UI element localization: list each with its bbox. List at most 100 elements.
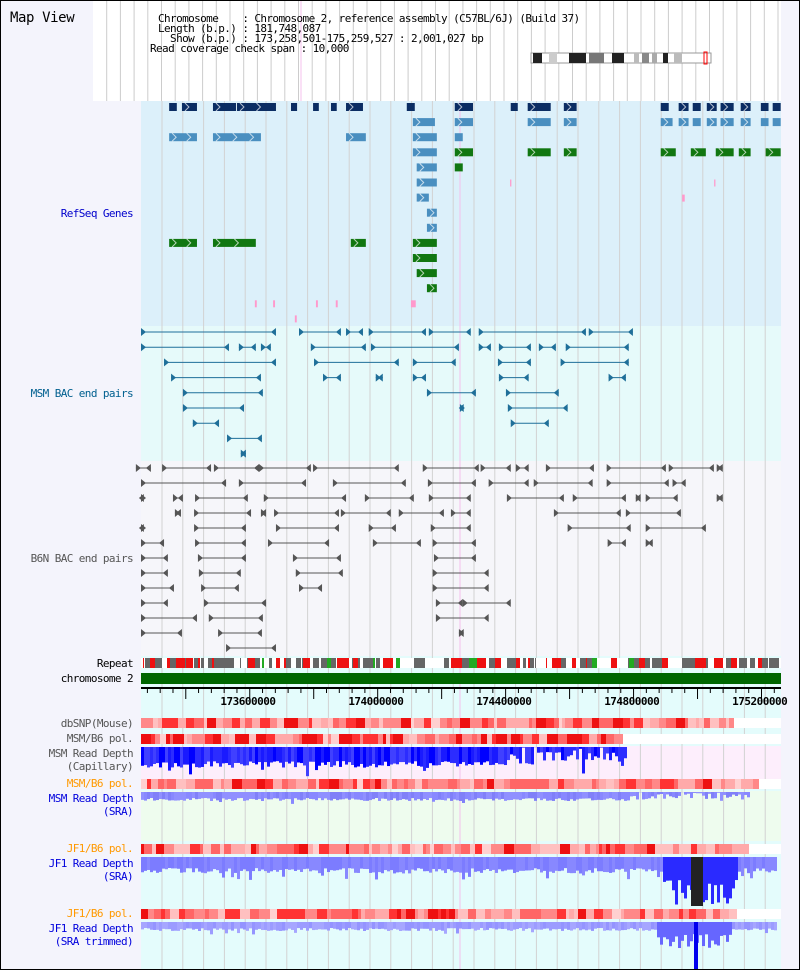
read-depth-bar: [384, 922, 387, 930]
repeat-element: [507, 658, 512, 668]
bac-end-arrow: [275, 524, 281, 532]
polymorphism-cell: [245, 844, 251, 854]
axis-label-clip: [781, 691, 799, 703]
repeat-element: [477, 658, 483, 668]
refseq-gene: [706, 118, 717, 127]
read-depth-bar: [486, 857, 489, 870]
polymorphism-cell: [172, 779, 176, 789]
read-depth-bar: [609, 747, 612, 761]
read-depth-bar: [612, 792, 615, 800]
b6n-bac-pair: [238, 479, 307, 487]
track-label-jf1-pol-trimmed[interactable]: JF1/B6 pol.: [66, 907, 134, 920]
track-label-msm-pol[interactable]: MSM/B6 pol.: [66, 732, 134, 745]
track-label-jf1-sra[interactable]: JF1 Read Depth (SRA): [49, 857, 134, 883]
read-depth-bar: [318, 857, 321, 874]
track-label-refseq[interactable]: RefSeq Genes: [60, 207, 134, 220]
read-depth-bar: [195, 922, 198, 929]
read-depth-bar: [651, 857, 654, 872]
refseq-gene: [313, 103, 319, 111]
polymorphism-cell: [425, 734, 435, 744]
repeat-element: [483, 658, 486, 668]
msm-sra-depth: [141, 792, 750, 804]
read-depth-bar: [681, 922, 684, 941]
read-depth-bar: [147, 747, 150, 768]
track-label-jf1-pol[interactable]: JF1/B6 pol.: [66, 842, 134, 855]
bac-end-arrow: [412, 373, 418, 382]
bac-end-arrow: [341, 494, 347, 502]
b6n-bac-pair: [138, 524, 146, 532]
refseq-gene: [678, 103, 689, 111]
refseq-gene: [346, 103, 363, 111]
read-depth-bar: [600, 792, 603, 801]
read-depth-bar: [279, 857, 282, 870]
gene-strand-arrow: [681, 102, 687, 112]
polymorphism-cell: [623, 718, 630, 728]
polymorphism-cell: [317, 734, 323, 744]
read-depth-bar: [273, 747, 276, 762]
read-depth-bar: [336, 747, 339, 762]
read-depth-bar: [687, 922, 690, 947]
gene-strand-arrow: [530, 147, 536, 157]
track-label-msm-capillary[interactable]: MSM Read Depth (Capillary): [49, 747, 134, 773]
polymorphism-cell: [504, 734, 507, 744]
track-label-jf1-trimmed[interactable]: JF1 Read Depth (SRA trimmed): [49, 922, 134, 948]
read-depth-bar: [246, 792, 249, 801]
repeat-element: [469, 658, 473, 668]
read-depth-bar: [513, 922, 516, 930]
refseq-gene: [416, 178, 437, 187]
read-depth-bar: [768, 922, 771, 929]
bac-end-arrow: [299, 584, 305, 592]
polymorphism-cell: [474, 779, 483, 789]
polymorphism-cell: [186, 779, 195, 789]
track-label-msm-sra[interactable]: MSM Read Depth (SRA): [49, 792, 134, 818]
read-depth-bar: [156, 747, 159, 764]
read-depth-bar: [357, 857, 360, 873]
read-depth-bar: [321, 792, 324, 801]
bac-end-arrow: [580, 328, 586, 336]
polymorphism-cell: [319, 779, 329, 789]
read-depth-bar: [408, 922, 411, 931]
bac-end-arrow: [162, 554, 168, 562]
bac-end-arrow: [717, 464, 723, 472]
polymorphism-cell: [695, 779, 703, 789]
refseq-gene: [772, 118, 781, 127]
polymorphism-cell: [626, 779, 630, 789]
read-depth-bar: [663, 857, 666, 882]
read-depth-bar: [267, 792, 270, 800]
read-depth-bar: [207, 747, 210, 762]
read-depth-bar: [474, 857, 477, 872]
read-depth-bar: [450, 792, 453, 801]
polymorphism-cell: [173, 734, 176, 744]
read-depth-bar: [645, 792, 648, 799]
track-label-b6n-bac[interactable]: B6N BAC end pairs: [30, 552, 134, 565]
repeat-element: [150, 658, 155, 668]
ideogram-view-marker: [703, 51, 708, 65]
polymorphism-cell: [732, 844, 739, 854]
read-depth-bar: [597, 857, 600, 872]
track-label-msm-bac[interactable]: MSM BAC end pairs: [30, 387, 134, 400]
bac-end-arrow: [333, 524, 339, 532]
polymorphism-cell: [203, 844, 211, 854]
bac-end-arrow: [223, 343, 229, 352]
track-label-msm-pol-sra[interactable]: MSM/B6 pol.: [66, 777, 134, 790]
read-depth-bar: [201, 792, 204, 799]
read-depth-bar: [468, 922, 471, 930]
track-label-dbsnp[interactable]: dbSNP(Mouse): [60, 717, 134, 730]
polymorphism-cell: [630, 718, 634, 728]
bac-end-arrow: [523, 479, 529, 487]
polymorphism-cell: [706, 844, 715, 854]
gene-strand-arrow: [429, 208, 435, 218]
bac-end-arrow: [505, 599, 511, 607]
read-depth-bar: [156, 922, 159, 930]
refseq-gene: [527, 148, 551, 157]
gene-strand-arrow: [419, 268, 425, 278]
polymorphism-cell: [329, 779, 339, 789]
bac-end-arrow: [242, 494, 248, 502]
read-depth-bar: [735, 922, 738, 930]
read-depth-bar: [594, 747, 597, 757]
bac-end-arrow: [672, 479, 678, 487]
polymorphism-cell: [346, 718, 356, 728]
read-depth-bar: [657, 857, 660, 878]
polymorphism-cell: [524, 909, 532, 919]
